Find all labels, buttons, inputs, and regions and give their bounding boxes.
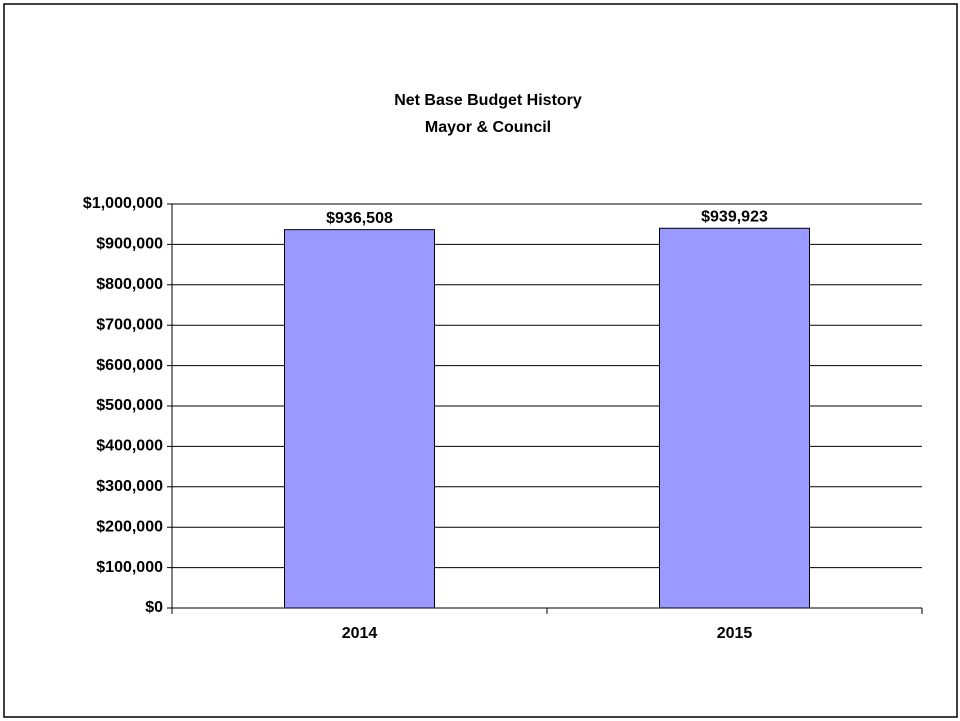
y-tick-label: $100,000 xyxy=(96,559,163,576)
data-label: $939,923 xyxy=(701,208,768,225)
chart-subtitle: Mayor & Council xyxy=(425,119,551,136)
y-tick-label: $600,000 xyxy=(96,357,163,374)
y-tick-label: $900,000 xyxy=(96,236,163,253)
y-tick-label: $300,000 xyxy=(96,478,163,495)
y-tick-label: $800,000 xyxy=(96,276,163,293)
y-tick-label: $1,000,000 xyxy=(83,195,163,212)
chart-title: Net Base Budget History xyxy=(394,92,582,109)
y-tick-label: $400,000 xyxy=(96,438,163,455)
y-tick-label: $700,000 xyxy=(96,316,163,333)
y-tick-label: $0 xyxy=(145,599,163,616)
bar xyxy=(659,227,810,609)
bar xyxy=(284,229,435,609)
y-tick-label: $500,000 xyxy=(96,397,163,414)
y-tick-label: $200,000 xyxy=(96,518,163,535)
data-label: $936,508 xyxy=(326,210,393,227)
x-tick-label: 2014 xyxy=(342,625,378,642)
x-tick-label: 2015 xyxy=(717,625,753,642)
